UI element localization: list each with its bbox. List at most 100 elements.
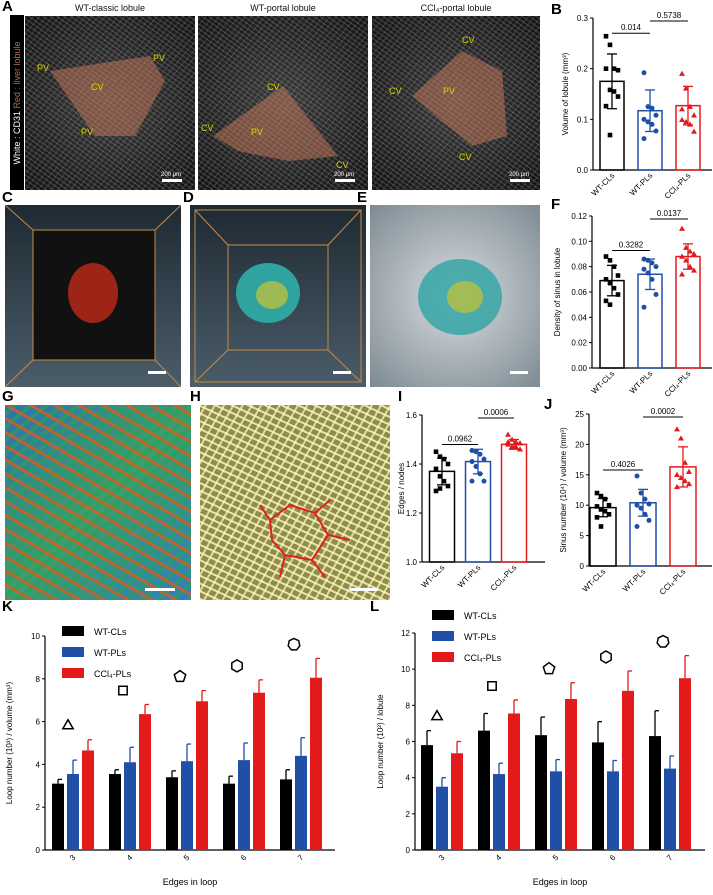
data-point (634, 473, 640, 479)
data-point (691, 251, 697, 257)
x-tick-label: 6 (239, 853, 249, 863)
data-point (679, 271, 685, 277)
data-point (445, 483, 451, 489)
data-point (642, 496, 648, 502)
hexagon-icon (231, 659, 243, 673)
scale-bar-label: 200 μm (509, 172, 530, 178)
scale-bar (145, 588, 175, 591)
data-point (646, 501, 652, 507)
data-point (679, 253, 685, 259)
legend-label: WT-CLs (94, 627, 127, 637)
panel-label-k: K (2, 598, 13, 615)
bar (649, 736, 661, 850)
vessel-label: CV (462, 35, 475, 45)
data-point (653, 292, 659, 298)
y-tick-label: 0.1 (577, 115, 589, 124)
bar (436, 786, 448, 850)
x-tick-label: WT-CLs (420, 563, 447, 590)
data-point (607, 258, 613, 263)
vessel-label: PV (153, 53, 166, 63)
data-point (469, 459, 475, 465)
lobule-overlay (412, 51, 507, 146)
data-point (603, 277, 609, 282)
data-point (513, 438, 519, 445)
y-tick-label: 8 (36, 675, 41, 684)
vessel-label: PV (251, 127, 264, 137)
data-point (607, 87, 613, 93)
p-value: 0.4026 (611, 460, 636, 469)
bar (493, 774, 505, 850)
data-point (638, 490, 644, 496)
bar (500, 443, 528, 563)
data-point (469, 478, 475, 484)
data-point (674, 483, 680, 490)
bar (607, 771, 619, 850)
p-value: 0.5738 (657, 11, 682, 20)
panel-label-l: L (370, 598, 380, 615)
data-point (679, 106, 685, 112)
bar (223, 783, 235, 850)
vessel-render-g (5, 405, 191, 600)
p-value: 0.0006 (484, 408, 509, 417)
y-tick-label: 0 (580, 562, 585, 571)
x-tick-label: WT-CLs (590, 171, 617, 198)
y-tick-label: 10 (401, 665, 410, 674)
bar (196, 701, 208, 850)
x-tick-label: CCl₄-PLs (663, 171, 693, 201)
scale-bar (162, 179, 182, 182)
vessel-label: PV (443, 86, 456, 96)
data-point (602, 508, 608, 514)
data-point (691, 267, 697, 273)
bar (592, 742, 604, 850)
heptagon-icon (656, 634, 670, 648)
bar (421, 745, 433, 850)
y-tick-label: 0.00 (571, 364, 587, 373)
data-point (645, 119, 651, 125)
data-point (674, 471, 680, 477)
y-tick-label: 2 (406, 810, 411, 819)
scale-bar (335, 179, 355, 182)
x-tick-label: 4 (494, 853, 504, 863)
data-point (641, 304, 647, 310)
vessel-label: PV (81, 127, 94, 137)
y-tick-label: 0.12 (571, 212, 587, 221)
bar (464, 460, 492, 563)
legend-swatch (62, 668, 84, 678)
y-tick-label: 1.2 (406, 509, 418, 518)
x-tick-label: 5 (182, 853, 192, 863)
legend-label: WT-PLs (464, 632, 497, 642)
p-value: 0.0962 (448, 435, 473, 444)
data-point (682, 477, 688, 484)
data-point (473, 449, 479, 455)
heptagon-icon (287, 637, 301, 651)
vessel-network-h (200, 405, 390, 600)
p-value: 0.0137 (657, 209, 682, 218)
x-tick-label: CCl₄-PLs (489, 563, 519, 593)
vessel-label: CV (267, 82, 280, 92)
data-point (686, 480, 692, 487)
bar (124, 762, 136, 850)
data-point (611, 264, 617, 269)
data-point (615, 292, 621, 297)
data-point (641, 256, 647, 262)
scale-bar (350, 588, 378, 591)
y-tick-label: 10 (575, 501, 584, 510)
y-tick-label: 0.06 (571, 288, 587, 297)
data-point (691, 112, 697, 118)
vessel-label: CV (336, 160, 349, 170)
data-point (641, 116, 647, 122)
vessel-label: CV (459, 152, 472, 162)
data-point (683, 118, 689, 125)
x-tick-label: 4 (125, 853, 135, 863)
data-point (477, 471, 483, 477)
square-icon (118, 685, 128, 696)
y-tick-label: 5 (580, 532, 585, 541)
data-point (653, 128, 659, 134)
data-point (433, 449, 439, 455)
x-tick-label: WT-CLs (590, 369, 617, 396)
data-point (687, 103, 693, 109)
data-point (634, 502, 640, 508)
y-tick-label: 1.6 (406, 411, 418, 420)
data-point (686, 468, 692, 474)
x-tick-label: WT-PLs (456, 563, 482, 589)
